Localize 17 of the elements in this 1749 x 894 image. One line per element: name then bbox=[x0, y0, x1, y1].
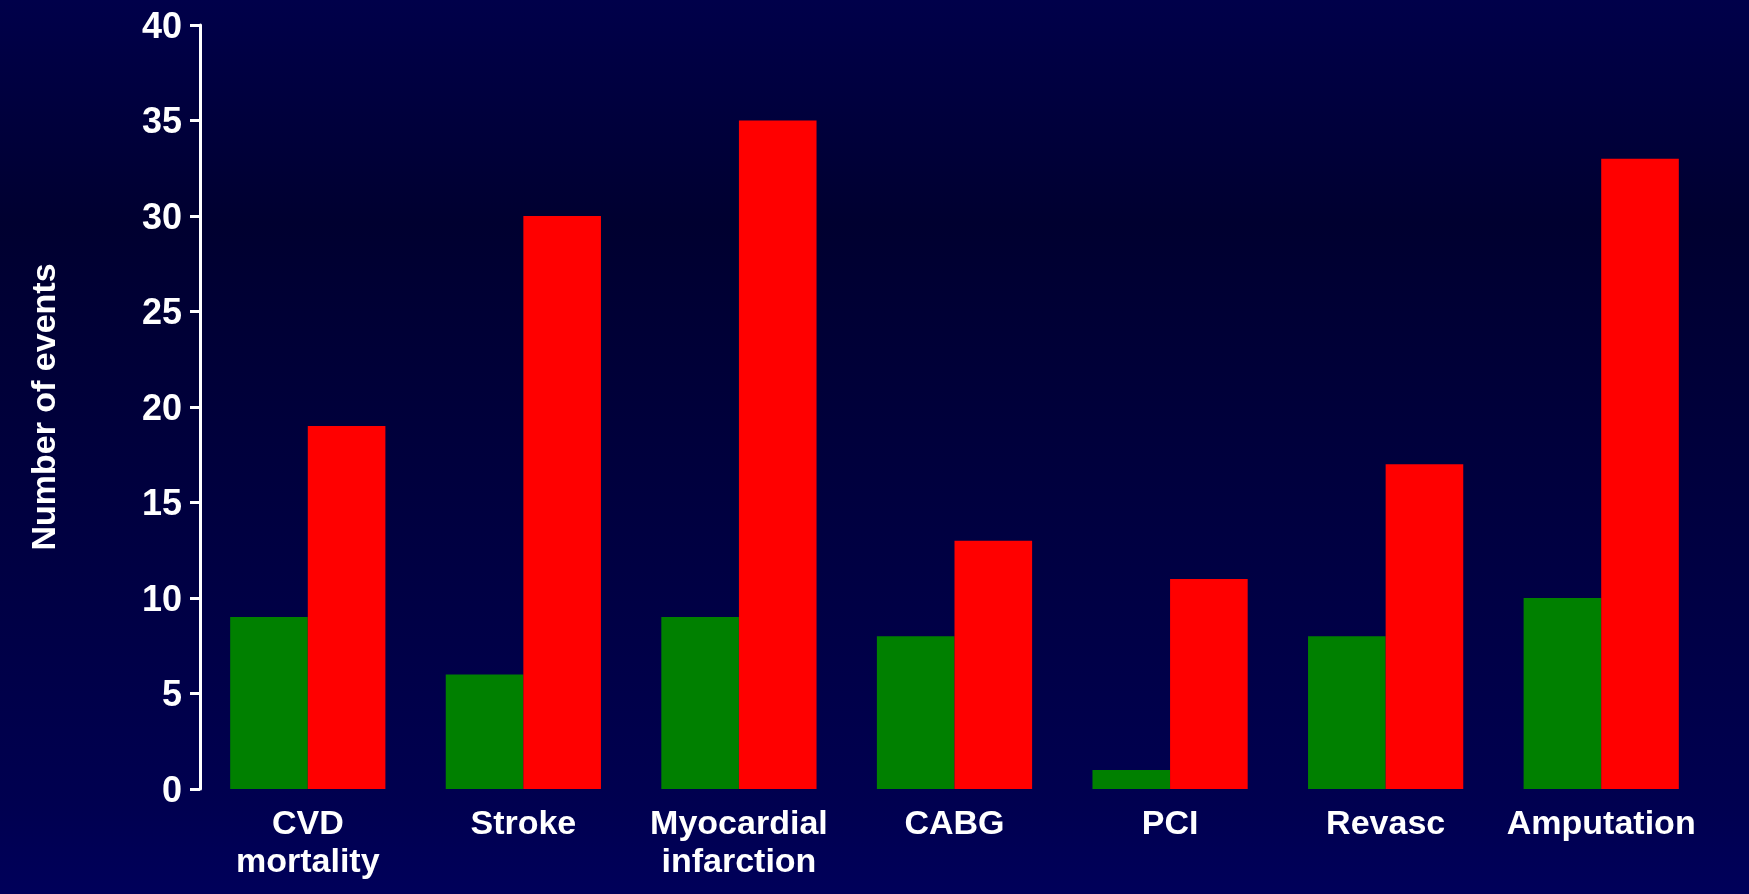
y-tick-label: 5 bbox=[161, 673, 182, 714]
y-tick-label: 20 bbox=[141, 386, 182, 428]
y-tick-label: 30 bbox=[141, 195, 182, 237]
x-tick-label: CABG bbox=[904, 803, 1005, 841]
y-tick-label: 0 bbox=[161, 768, 182, 810]
y-tick-label: 15 bbox=[141, 482, 182, 523]
x-tick-label: PCI bbox=[1141, 803, 1199, 841]
x-tick-label: CVD mortality bbox=[235, 803, 380, 879]
x-tick-label: Revasc bbox=[1326, 803, 1446, 841]
x-tick-label: Myocardial infarction bbox=[650, 803, 828, 879]
y-tick-label: 40 bbox=[141, 4, 182, 46]
x-tick-label: Stroke bbox=[470, 803, 577, 841]
y-tick-label: 35 bbox=[141, 100, 182, 141]
y-tick-label: 25 bbox=[141, 291, 182, 332]
y-axis-title: Number of events bbox=[24, 263, 62, 551]
x-tick-label: Amputation bbox=[1506, 803, 1696, 841]
y-tick-label: 10 bbox=[141, 577, 182, 619]
